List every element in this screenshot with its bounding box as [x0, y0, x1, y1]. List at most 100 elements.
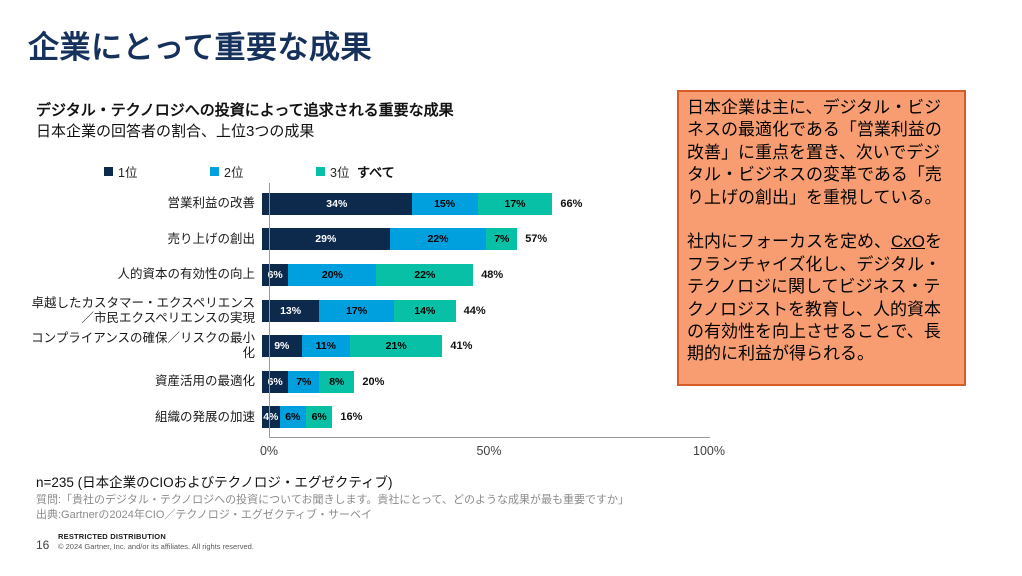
legend-swatch-icon — [104, 167, 113, 176]
bar-segment-value: 4% — [263, 411, 279, 424]
copyright-label: © 2024 Gartner, Inc. and/or its affiliat… — [58, 542, 254, 551]
x-tick-label: 50% — [476, 444, 502, 458]
stacked-bar-chart: 営業利益の改善 34% 15% 17% 66% 売り上げの創出 29% 22% 7% 57% 人的資… — [30, 183, 750, 458]
bar-category-label: 人的資本の有効性の向上 — [117, 267, 255, 282]
bar-segment-rank1: 9% — [262, 335, 302, 358]
bar-segment-rank1: 13% — [262, 299, 320, 322]
bar-segment-value: 34% — [326, 197, 348, 210]
legend-swatch-icon — [316, 167, 325, 176]
chart-row: 卓越したカスタマー・エクスペリエンス／市民エクスペリエンスの実現 13% 17% 14… — [30, 293, 750, 329]
bar-total-label: 66% — [560, 197, 583, 210]
legend-label: 2位 — [224, 166, 244, 180]
callout-p2-text-cont: をフランチャイズ化し、デジタル・テクノロジに関してビジネス・テクノロジストを教育… — [687, 232, 942, 364]
legend-swatch-icon — [210, 167, 219, 176]
chart-row: 営業利益の改善 34% 15% 17% 66% — [30, 186, 750, 222]
bar-segment-value: 22% — [414, 268, 436, 281]
bar-segment-value: 8% — [329, 375, 345, 388]
x-tick-label: 0% — [259, 444, 279, 458]
chart-row: コンプライアンスの確保／リスクの最小化 9% 11% 21% 41% — [30, 328, 750, 364]
bar-total-label: 20% — [362, 375, 385, 388]
page-number: 16 — [36, 538, 50, 552]
chart-legend: 1位 2位 3位 すべて — [30, 162, 730, 182]
bar-segment-value: 29% — [315, 233, 337, 246]
x-axis-ticks: 0% 50% 100% — [260, 444, 725, 460]
bar-segment-rank1: 34% — [262, 192, 412, 215]
bar-segment-value: 20% — [321, 268, 343, 281]
bar-segment-value: 6% — [267, 268, 283, 281]
bar-segment-rank1: 6% — [262, 370, 289, 393]
footnotes: n=235 (日本企業のCIOおよびテクノロジ・エグゼクティブ) 質問:「貴社の… — [36, 471, 629, 523]
x-axis-line — [269, 437, 710, 438]
restricted-label: RESTRICTED DISTRIBUTION — [58, 532, 166, 541]
question-note: 質問:「貴社のデジタル・テクノロジへの投資についてお聞きします。貴社にとって、ど… — [36, 494, 629, 506]
callout-paragraph-1: 日本企業は主に、デジタル・ビジネスの最適化である「営業利益の改善」に重点を置き、… — [687, 98, 942, 207]
bar-segment-rank1: 6% — [262, 263, 289, 286]
legend-label: 3位 — [330, 166, 350, 180]
bar-segment-value: 9% — [274, 340, 290, 353]
bar-category-label: 売り上げの創出 — [167, 231, 255, 246]
page-title: 企業にとって重要な成果 — [28, 30, 373, 65]
cxo-link[interactable]: CxO — [891, 232, 925, 252]
chart-subtitle: デジタル・テクノロジへの投資によって追求される重要な成果 日本企業の回答者の割合… — [36, 100, 454, 142]
y-axis-line — [269, 183, 270, 438]
bar-category-label: 営業利益の改善 — [167, 196, 255, 211]
bar-segment-value: 6% — [311, 411, 327, 424]
insight-callout-box: 日本企業は主に、デジタル・ビジネスの最適化である「営業利益の改善」に重点を置き、… — [677, 90, 966, 386]
chart-row: 資産活用の最適化 6% 7% 8% 20% — [30, 364, 750, 400]
bar-segment-value: 6% — [267, 375, 283, 388]
bar-segment-value: 7% — [296, 375, 312, 388]
bar-category-label: 資産活用の最適化 — [154, 374, 255, 389]
chart-row: 組織の発展の加速 4% 6% 6% 16% — [30, 400, 750, 436]
bar-segment-rank3: 8% — [319, 370, 355, 393]
bar-segment-value: 17% — [346, 304, 368, 317]
callout-paragraph-2: 社内にフォーカスを定め、CxOをフランチャイズ化し、デジタル・テクノロジに関して… — [687, 231, 956, 366]
callout-p2-text: 社内にフォーカスを定め、 — [687, 232, 891, 252]
bar-segment-rank2: 6% — [279, 406, 306, 429]
bar-track: 29% 22% 7% 57% — [262, 228, 702, 251]
bar-segment-value: 15% — [434, 197, 456, 210]
bar-segment-rank3: 7% — [486, 228, 518, 251]
bar-segment-rank3: 21% — [349, 335, 443, 358]
bar-segment-rank3: 14% — [393, 299, 456, 322]
legend-item-3位: 3位 — [316, 162, 349, 181]
bar-total-label: 48% — [481, 268, 504, 281]
bar-category-label: 組織の発展の加速 — [154, 409, 255, 424]
bar-segment-rank1: 29% — [262, 228, 390, 251]
bar-segment-rank3: 17% — [477, 192, 553, 215]
bar-total-label: 44% — [463, 304, 486, 317]
bar-segment-value: 14% — [414, 304, 436, 317]
source-note: 出典:Gartnerの2024年CIO／テクノロジ・エグゼクティブ・サーベイ — [36, 508, 373, 521]
bar-segment-rank2: 22% — [389, 228, 487, 251]
bar-segment-rank2: 20% — [288, 263, 377, 286]
chart-subtitle-line2: 日本企業の回答者の割合、上位3つの成果 — [36, 123, 315, 140]
legend-label: 1位 — [118, 166, 138, 180]
chart-row: 売り上げの創出 29% 22% 7% 57% — [30, 222, 750, 258]
bar-segment-rank2: 7% — [288, 370, 320, 393]
bar-total-label: 16% — [340, 411, 363, 424]
x-tick-label: 100% — [693, 444, 725, 458]
bar-track: 9% 11% 21% 41% — [262, 335, 702, 358]
bar-segment-rank2: 11% — [301, 335, 350, 358]
bar-category-label: 卓越したカスタマー・エクスペリエンス／市民エクスペリエンスの実現 — [31, 295, 255, 325]
bar-track: 4% 6% 6% 16% — [262, 406, 702, 429]
bar-track: 13% 17% 14% 44% — [262, 299, 702, 322]
bar-total-label: 41% — [450, 340, 473, 353]
bar-segment-value: 11% — [315, 340, 336, 353]
bar-segment-value: 13% — [280, 304, 302, 317]
bar-segment-value: 6% — [285, 411, 301, 424]
bar-track: 34% 15% 17% 66% — [262, 192, 702, 215]
chart-row: 人的資本の有効性の向上 6% 20% 22% 48% — [30, 257, 750, 293]
bar-track: 6% 20% 22% 48% — [262, 263, 702, 286]
bar-segment-rank3: 6% — [305, 406, 333, 429]
legend-item-1位: 1位 — [104, 162, 137, 181]
bar-segment-value: 17% — [504, 197, 526, 210]
bar-segment-rank3: 22% — [376, 263, 474, 286]
bar-segment-value: 21% — [385, 340, 407, 353]
bar-category-label: コンプライアンスの確保／リスクの最小化 — [31, 331, 255, 361]
bar-track: 6% 7% 8% 20% — [262, 370, 702, 393]
bar-segment-value: 22% — [427, 233, 449, 246]
bar-segment-value: 7% — [494, 233, 510, 246]
bar-segment-rank2: 15% — [411, 192, 478, 215]
sample-size-note: n=235 (日本企業のCIOおよびテクノロジ・エグゼクティブ) — [36, 475, 393, 490]
